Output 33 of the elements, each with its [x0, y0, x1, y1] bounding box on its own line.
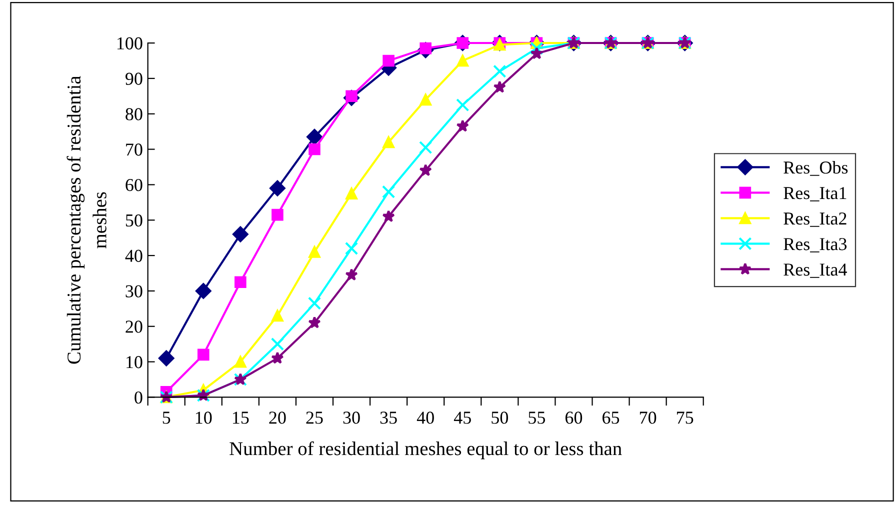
x-tick-label: 75	[677, 412, 694, 424]
x-tick-label: 60	[565, 412, 582, 424]
x-tick-label: 35	[380, 412, 397, 424]
y-tick-label: 60	[126, 178, 142, 192]
legend-label: Res_Obs	[784, 160, 848, 176]
x-tick-label: 40	[416, 412, 434, 424]
y-tick-label: 40	[125, 250, 142, 262]
y-tick-label: 20	[126, 320, 142, 333]
y-tick-label: 80	[126, 108, 142, 120]
legend-label: Res_Ita3	[784, 238, 847, 252]
legend-label: Res_Ita2	[784, 212, 846, 227]
y-axis-title: Cumulative percentages of residentia meshes	[66, 76, 106, 364]
x-tick-label: 50	[492, 412, 508, 424]
y-tick-label: 30	[126, 285, 142, 298]
x-tick-label: 70	[640, 412, 656, 424]
x-tick-label: 10	[196, 412, 212, 424]
x-tick-label: 5	[162, 412, 170, 424]
x-tick-label: 25	[306, 412, 323, 424]
x-axis-title: Number of residential meshes equal to or less than	[230, 441, 622, 460]
x-tick-label: 30	[343, 412, 360, 424]
y-tick-label: 50	[126, 214, 142, 227]
legend-label: Res_Ita4	[784, 264, 847, 278]
y-tick-label: 100	[117, 37, 142, 50]
y-tick-label: 70	[126, 144, 142, 156]
y-tick-label: 0	[134, 391, 142, 404]
y-tick-label: 90	[126, 72, 142, 85]
x-tick-label: 20	[269, 412, 286, 424]
y-tick-label: 10	[126, 356, 142, 368]
x-tick-label: 45	[454, 412, 471, 424]
legend-label: Res_Ita1	[784, 187, 846, 202]
x-tick-label: 55	[528, 412, 546, 424]
x-tick-label: 65	[602, 412, 620, 424]
x-tick-label: 15	[232, 412, 249, 424]
